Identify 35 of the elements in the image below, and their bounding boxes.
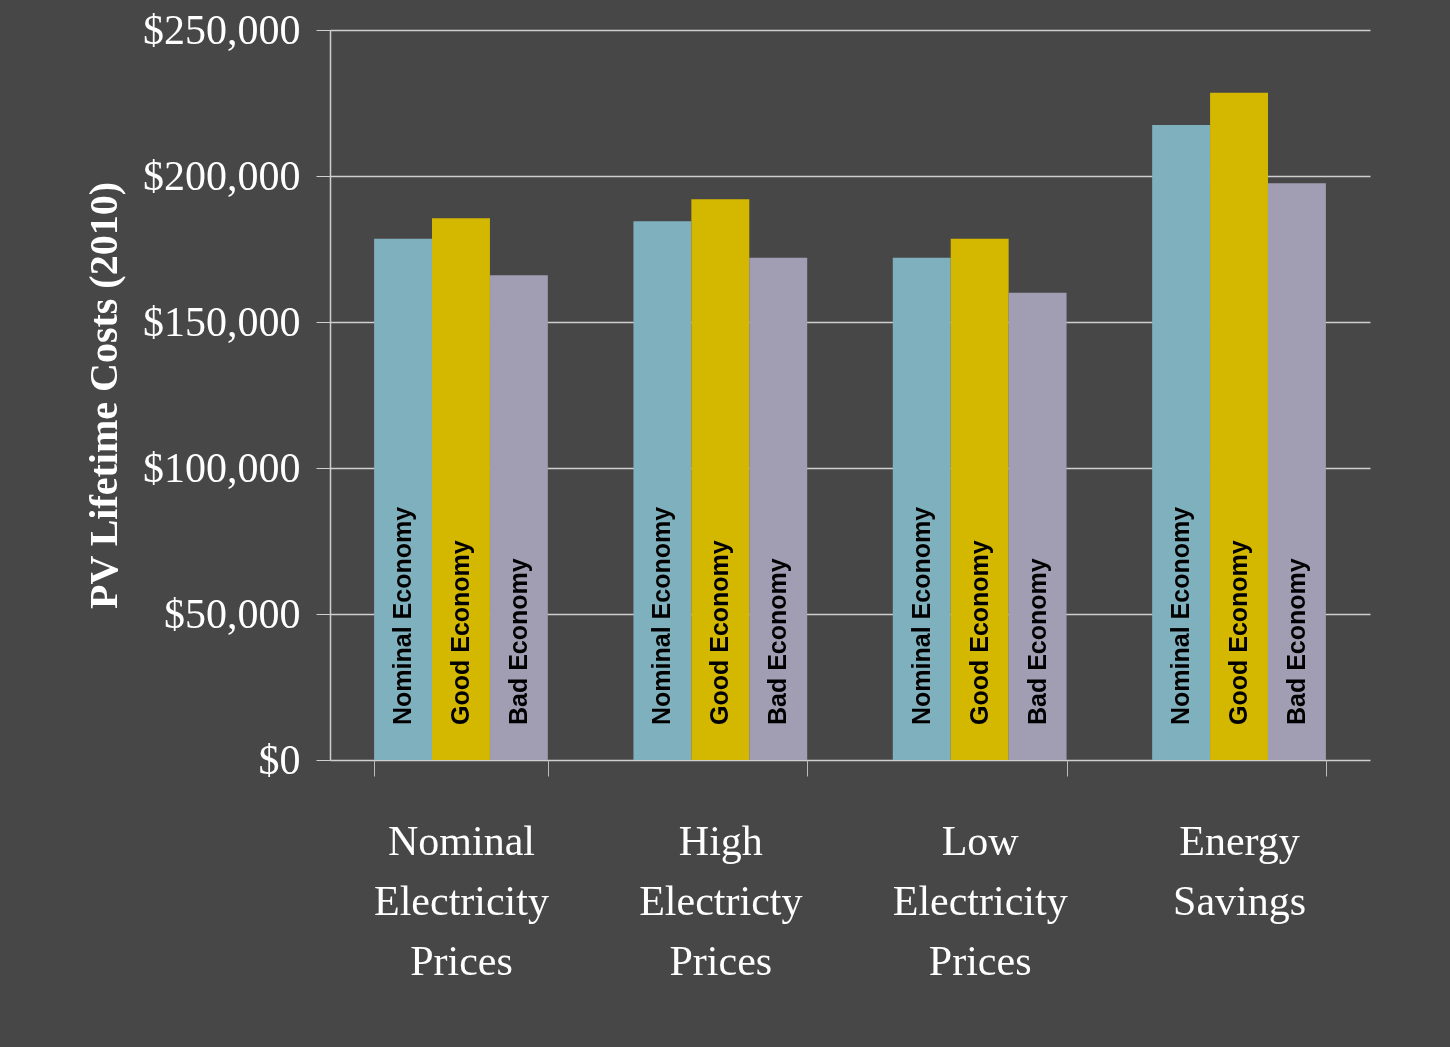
text: Good Economy (705, 540, 734, 725)
bar (432, 218, 490, 760)
y-tick-label: $0 (258, 736, 301, 783)
text: Nominal Economy (388, 506, 417, 725)
series-label: Good Economy (445, 540, 474, 725)
bar (489, 275, 548, 760)
text: Bad Economy (1281, 558, 1310, 725)
x-tick-label: Energy Savings (1173, 817, 1307, 924)
bar (1008, 292, 1067, 760)
x-tick-label: Low Electricity Prices (892, 817, 1068, 984)
text: Nominal Economy (906, 506, 935, 725)
bar (1210, 92, 1268, 760)
bar (1152, 124, 1211, 760)
bar (950, 238, 1009, 760)
bar (691, 199, 750, 760)
text: Bad Economy (1022, 558, 1051, 725)
bar (374, 238, 433, 760)
bar (633, 221, 692, 760)
series-label: Bad Economy (503, 558, 532, 725)
x-tick-label: High Electricty Prices (639, 817, 803, 984)
text: Good Economy (1224, 540, 1253, 725)
series-label: Nominal Economy (647, 506, 676, 725)
y-tick-label: $100,000 (143, 444, 301, 491)
x-tick-label: Nominal Electricity Prices (374, 817, 549, 984)
bar (749, 257, 808, 760)
bar (1267, 183, 1326, 760)
text: Nominal Economy (1166, 506, 1195, 725)
y-tick-label: $50,000 (164, 590, 301, 637)
y-tick-label: $250,000 (143, 6, 301, 53)
bar (892, 257, 951, 760)
text: Bad Economy (763, 558, 792, 725)
y-tick-label: $200,000 (143, 152, 301, 199)
text: Good Economy (964, 540, 993, 725)
y-tick-label: $150,000 (143, 298, 301, 345)
y-axis-title: PV Lifetime Costs (2010) (81, 182, 126, 609)
